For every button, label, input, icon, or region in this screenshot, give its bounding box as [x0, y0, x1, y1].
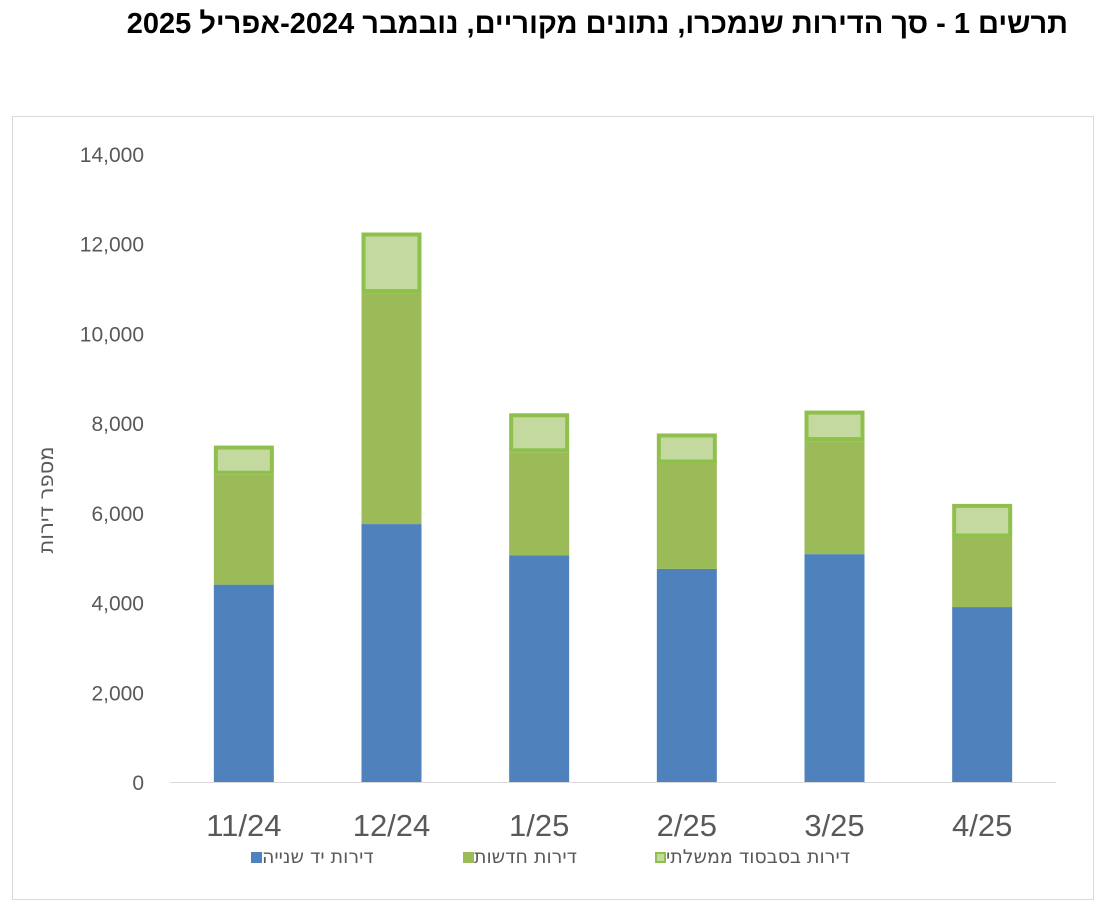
bar-segment-series-2	[656, 463, 717, 569]
bar-segment-series-1	[656, 568, 717, 782]
legend-item: דירות בסבסוד ממשלתי	[650, 846, 850, 868]
y-tick-label: 2,000	[91, 682, 144, 705]
bar-segment-series-3	[952, 503, 1013, 538]
bar-segment-series-3	[509, 413, 570, 453]
legend-label: דירות בסבסוד ממשלתי	[666, 846, 851, 868]
bar-segment-series-2	[952, 537, 1013, 608]
bar-segment-series-2	[509, 452, 570, 556]
bar-segment-series-3	[361, 232, 422, 294]
x-tick-label: 3/25	[804, 808, 864, 843]
chart-frame	[12, 116, 1094, 900]
legend-swatch	[251, 852, 262, 863]
bar-segment-series-1	[213, 584, 274, 782]
y-tick-label: 4,000	[91, 593, 144, 616]
bar-segment-series-3	[804, 410, 865, 442]
legend-item: דירות יד שנייה	[246, 846, 374, 868]
legend-label: דירות יד שנייה	[262, 846, 374, 868]
bar-segment-series-1	[361, 524, 422, 782]
x-tick-label: 12/24	[353, 808, 431, 843]
x-tick-label: 4/25	[952, 808, 1012, 843]
bar-segment-series-3	[213, 445, 274, 475]
y-tick-label: 10,000	[80, 323, 144, 346]
y-tick-label: 12,000	[80, 234, 144, 257]
bar-segment-series-1	[804, 554, 865, 782]
legend-label: דירות חדשות	[474, 846, 577, 868]
y-tick-label: 0	[132, 772, 144, 795]
y-tick-label: 8,000	[91, 413, 144, 436]
legend-swatch	[655, 852, 666, 863]
bar-segment-series-2	[213, 474, 274, 585]
bar-segment-series-2	[361, 293, 422, 525]
y-tick-label: 6,000	[91, 503, 144, 526]
x-tick-label: 1/25	[509, 808, 569, 843]
legend-swatch	[463, 852, 474, 863]
y-axis-label: מספר דירות	[34, 446, 58, 553]
y-tick-label: 14,000	[80, 144, 144, 167]
x-tick-label: 11/24	[206, 808, 281, 843]
bar-segment-series-1	[952, 607, 1013, 782]
bar-segment-series-1	[509, 555, 570, 782]
legend-item: דירות חדשות	[458, 846, 577, 868]
chart-legend: דירות יד שנייה דירות חדשות דירות בסבסוד ממ…	[0, 846, 1106, 870]
x-tick-label: 2/25	[657, 808, 717, 843]
chart-title: תרשים 1 - סך הדירות שנמכרו, נתונים מקורי…	[126, 8, 1068, 40]
bar-segment-series-3	[656, 433, 717, 464]
bar-segment-series-2	[804, 441, 865, 555]
